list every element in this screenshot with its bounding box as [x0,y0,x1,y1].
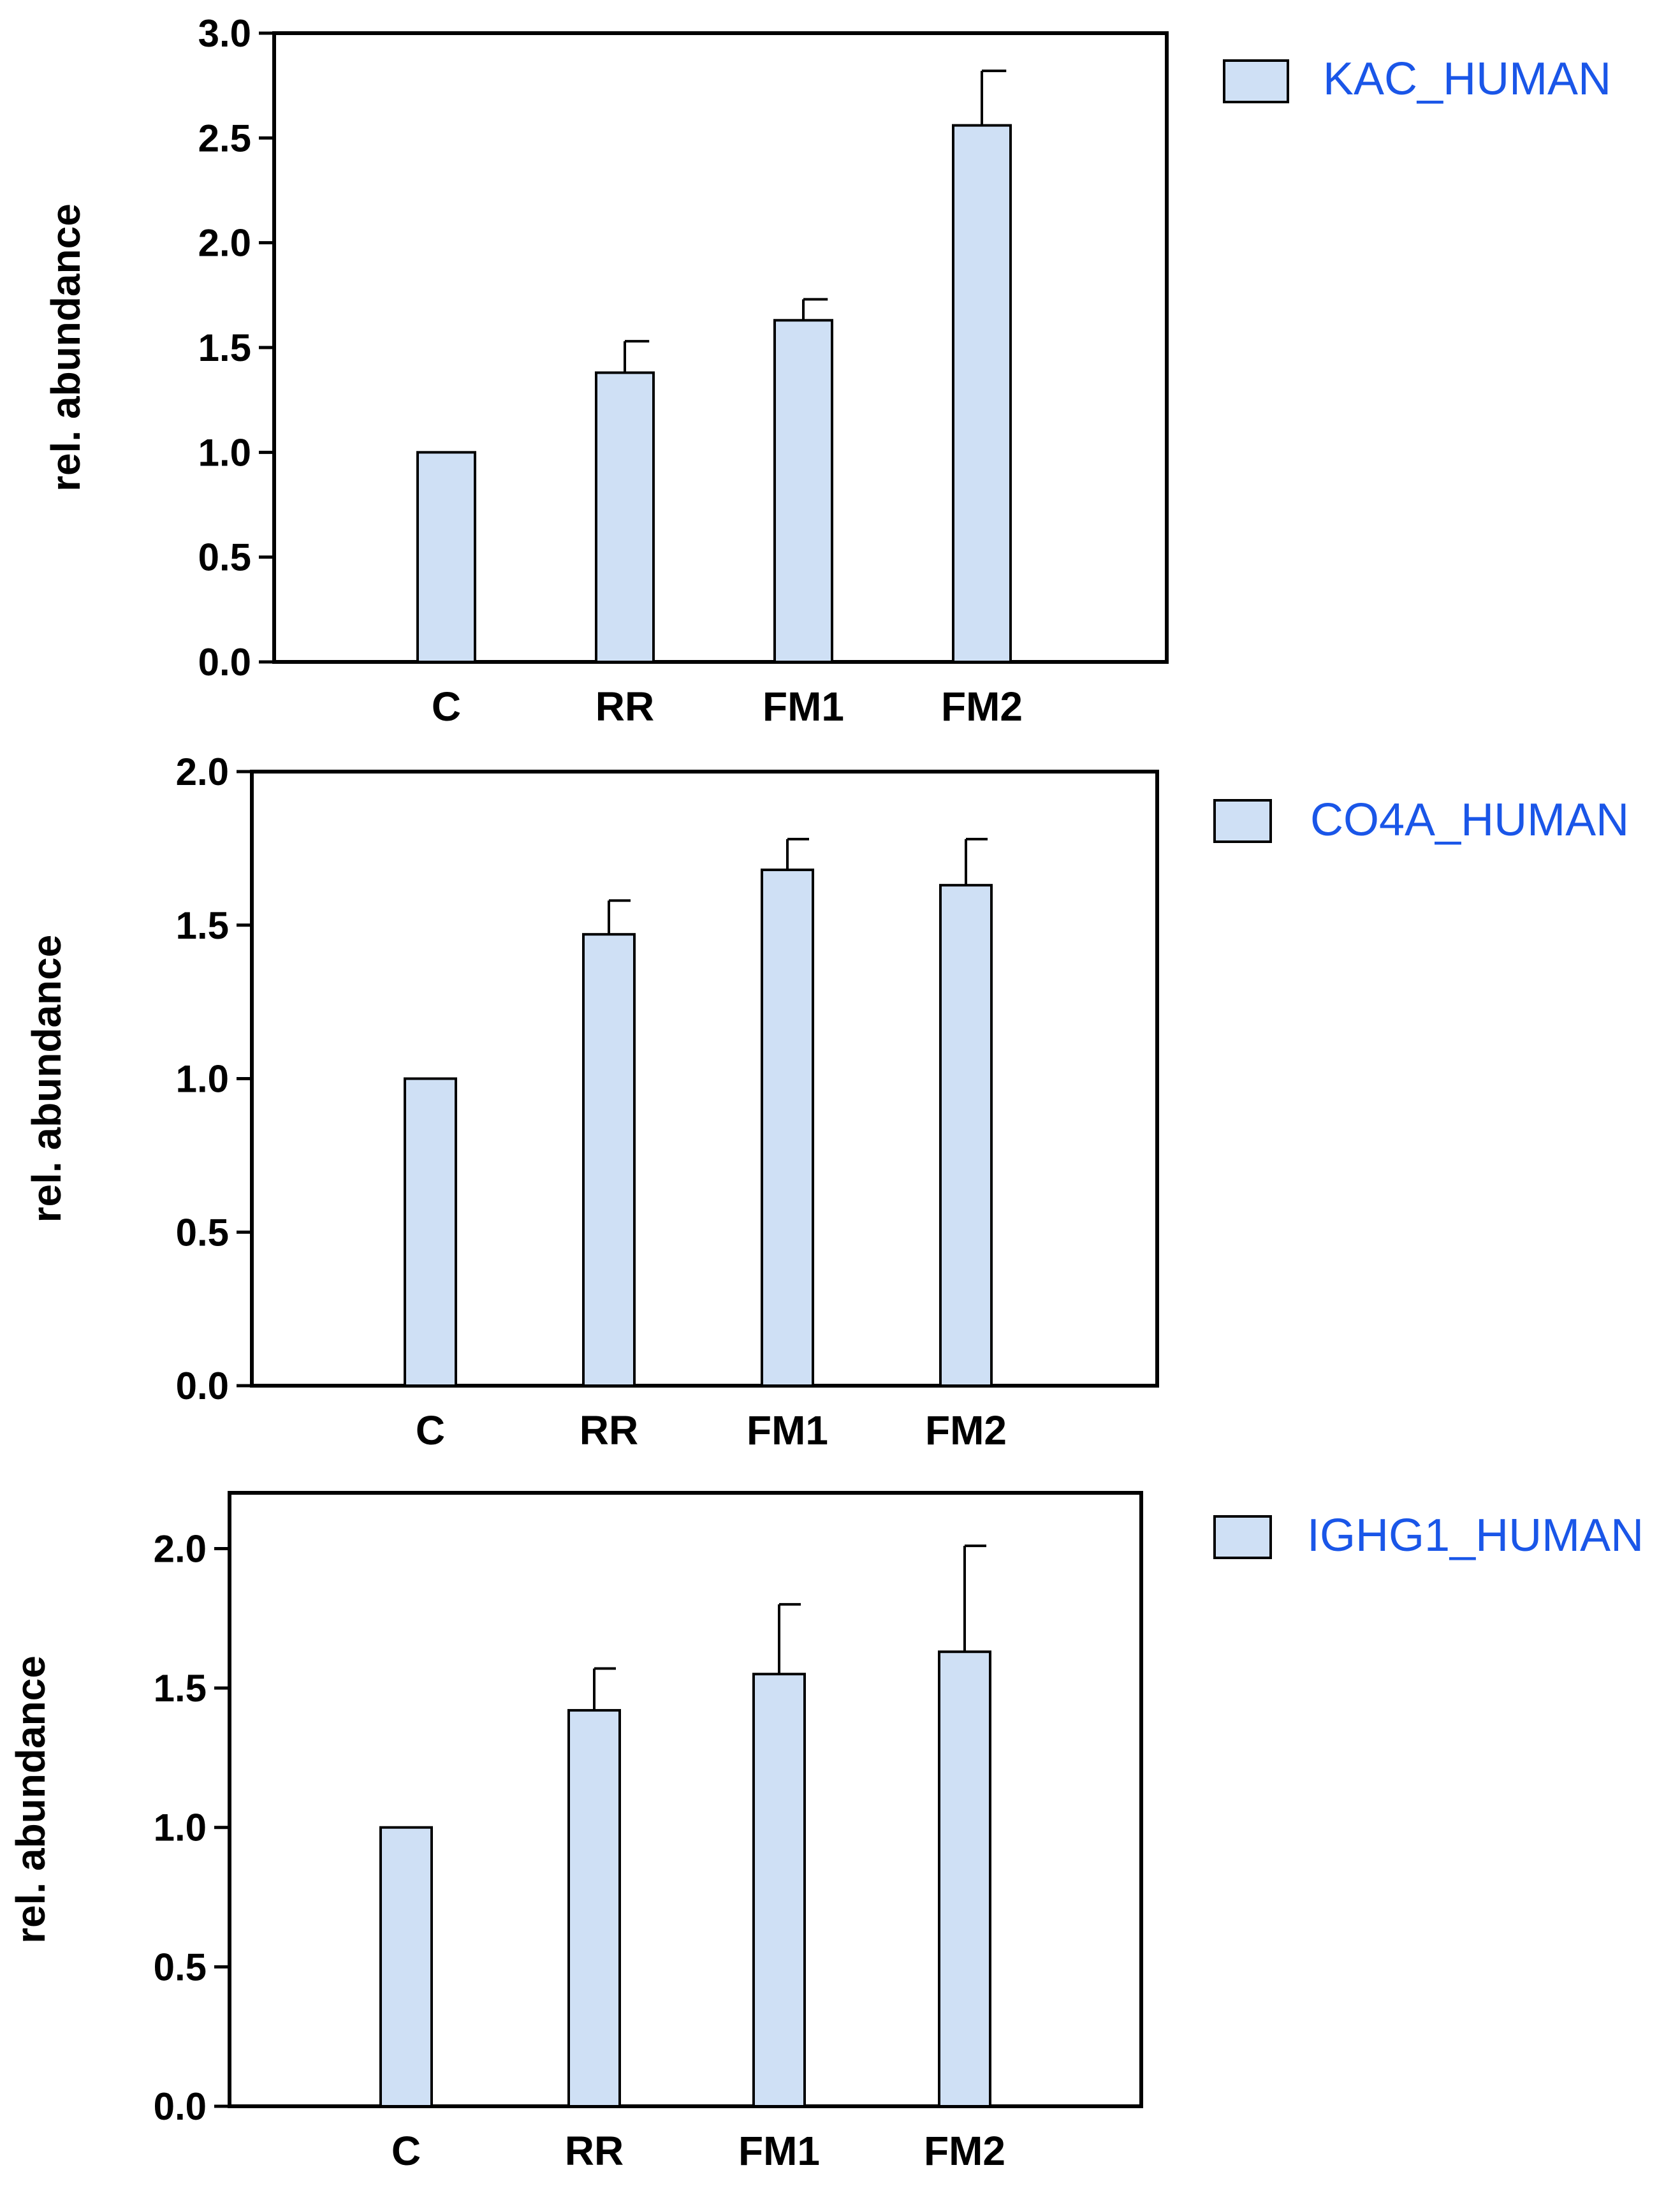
plot-frame [228,1491,1143,2108]
bar-fm2 [938,1650,991,2108]
y-tick-label: 0.5 [154,1946,207,1988]
x-tick-label: RR [595,684,654,730]
y-tick-label: 1.0 [176,1058,229,1101]
bar-rr [595,371,655,663]
legend-label: IGHG1_HUMAN [1307,1510,1644,1561]
y-tick-label: 0.0 [198,641,251,684]
y-tick-label: 1.0 [198,431,251,474]
y-tick-label: 2.5 [198,117,251,159]
x-tick-label: FM1 [747,1407,828,1453]
x-tick-label: C [391,2128,421,2174]
y-tick-label: 0.5 [198,536,251,579]
bar-c [404,1077,457,1387]
x-tick-label: C [416,1407,445,1453]
chart-co4a: 0.0 0.5 1.0 1.5 2.0 rel. abundance C RR FM1 FM2 CO… [24,751,1629,1453]
x-tick-label: FM1 [738,2128,820,2174]
chart-panel-ighg1: 0.0 0.5 1.0 1.5 2.0 rel. abundance C RR FM1 FM2 IG… [0,1467,1680,2193]
y-tick-label: 1.5 [198,326,251,369]
bar-fm1 [773,319,833,664]
y-axis-label: rel. abundance [43,203,89,492]
y-axis-label: rel. abundance [8,1655,54,1944]
y-tick-label: 1.5 [154,1667,207,1710]
x-tick-label: RR [565,2128,624,2174]
legend-swatch [1223,59,1289,103]
x-tick-label: FM2 [924,2128,1005,2174]
bar-c [379,1826,433,2108]
plot-frame [272,31,1169,664]
y-tick-label: 0.0 [154,2085,207,2128]
y-tick-label: 0.5 [176,1211,229,1254]
chart-ighg1: 0.0 0.5 1.0 1.5 2.0 rel. abundance C RR FM1 FM2 IG… [8,1491,1644,2174]
legend-swatch [1213,1515,1272,1559]
legend-label: KAC_HUMAN [1323,54,1611,105]
bar-fm2 [952,124,1012,663]
y-tick-label: 1.5 [176,904,229,947]
y-tick-label: 3.0 [198,12,251,55]
bar-fm2 [939,884,993,1387]
x-tick-label: FM2 [941,684,1023,730]
chart-panel-co4a: 0.0 0.5 1.0 1.5 2.0 rel. abundance C RR FM1 FM2 CO… [0,746,1680,1467]
y-tick-label: 2.0 [176,751,229,793]
x-tick-label: C [432,684,461,730]
bar-c [416,451,476,663]
legend-label: CO4A_HUMAN [1310,795,1629,846]
chart-kac: 0.0 0.5 1.0 1.5 2.0 2.5 3.0 rel. abundance C RR FM… [43,12,1611,730]
y-tick-label: 0.0 [176,1365,229,1407]
y-tick-label: 2.0 [198,222,251,265]
bar-fm1 [761,869,814,1387]
bar-rr [567,1709,621,2108]
plot-frame [250,770,1159,1388]
x-tick-label: RR [580,1407,638,1453]
y-axis-label: rel. abundance [24,935,69,1223]
bar-rr [582,933,636,1387]
legend-swatch [1213,799,1272,843]
y-tick-label: 1.0 [154,1807,207,1849]
bar-fm1 [752,1673,806,2108]
y-tick-label: 2.0 [154,1527,207,1570]
x-tick-label: FM2 [925,1407,1007,1453]
x-tick-label: FM1 [763,684,844,730]
chart-panel-kac: 0.0 0.5 1.0 1.5 2.0 2.5 3.0 rel. abundance C RR FM… [0,0,1680,746]
